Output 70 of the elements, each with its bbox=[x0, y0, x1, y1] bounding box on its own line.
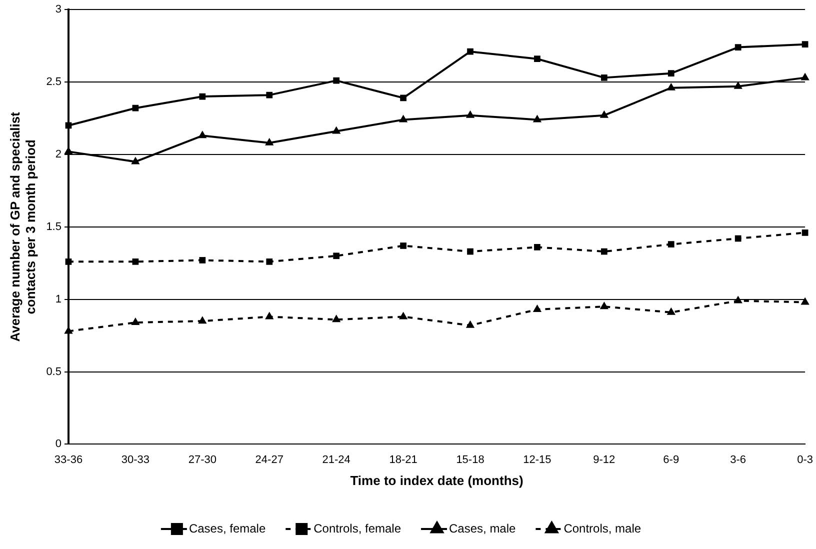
x-tick-label: 3-6 bbox=[730, 454, 746, 466]
point bbox=[734, 44, 742, 50]
point bbox=[199, 257, 206, 264]
x-tick-label: 6-9 bbox=[663, 454, 680, 466]
point bbox=[132, 258, 139, 265]
legend-label: Cases, female bbox=[188, 521, 266, 536]
point bbox=[734, 81, 742, 89]
y-tick-label: 1.5 bbox=[46, 220, 62, 233]
point bbox=[400, 94, 406, 102]
point bbox=[333, 252, 340, 260]
y-tick-label: 0.5 bbox=[46, 366, 62, 378]
point bbox=[132, 104, 139, 112]
point bbox=[532, 114, 542, 122]
point bbox=[600, 110, 608, 118]
y-axis-title: Average number of GP and specialist contacts per 3 month period bbox=[7, 111, 38, 342]
point bbox=[65, 258, 72, 265]
x-tick-label: 33-36 bbox=[54, 454, 83, 466]
point bbox=[266, 258, 273, 265]
legend-label: Controls, male bbox=[564, 521, 642, 536]
point bbox=[532, 304, 542, 312]
point bbox=[398, 312, 408, 320]
x-tick-label: 15-18 bbox=[456, 454, 484, 466]
point bbox=[266, 92, 273, 98]
point bbox=[600, 302, 608, 310]
x-axis-title: Time to index date (months) bbox=[350, 472, 524, 488]
y-tick-label: 1 bbox=[55, 293, 62, 306]
point bbox=[333, 77, 340, 84]
x-tick-label: 21-24 bbox=[322, 454, 350, 466]
point bbox=[466, 110, 475, 118]
point bbox=[600, 248, 608, 255]
point bbox=[199, 93, 206, 100]
x-tick-label: 0-3 bbox=[797, 454, 814, 466]
point bbox=[666, 82, 676, 90]
point bbox=[802, 230, 808, 236]
x-tick-label: 27-30 bbox=[188, 454, 216, 466]
point bbox=[668, 70, 674, 77]
point bbox=[265, 138, 274, 146]
point bbox=[802, 41, 808, 48]
point bbox=[467, 248, 474, 255]
point bbox=[198, 316, 207, 324]
point bbox=[265, 312, 274, 320]
point bbox=[131, 318, 140, 326]
point bbox=[466, 320, 475, 328]
point bbox=[666, 307, 676, 315]
y-tick-label: 2 bbox=[55, 148, 62, 160]
point bbox=[600, 74, 608, 81]
y-tick-label: 2.5 bbox=[46, 76, 62, 88]
point bbox=[332, 314, 341, 322]
point bbox=[800, 297, 810, 305]
point bbox=[198, 130, 207, 138]
point bbox=[668, 241, 674, 248]
point bbox=[131, 156, 140, 164]
point bbox=[398, 114, 408, 122]
point bbox=[534, 56, 540, 62]
point bbox=[800, 72, 810, 80]
legend-label: Controls, female bbox=[314, 521, 402, 536]
x-tick-label: 18-21 bbox=[389, 454, 418, 466]
x-tick-label: 30-33 bbox=[121, 454, 150, 466]
x-tick-label: 24-27 bbox=[255, 454, 284, 466]
point bbox=[534, 244, 540, 250]
point bbox=[734, 235, 742, 242]
point bbox=[734, 296, 742, 304]
x-tick-label: 9-12 bbox=[593, 454, 616, 466]
legend-label: Cases, male bbox=[449, 521, 516, 536]
point bbox=[400, 242, 406, 249]
point bbox=[332, 126, 341, 134]
x-tick-label: 12-15 bbox=[523, 454, 552, 466]
point bbox=[467, 48, 474, 55]
y-tick-label: 0 bbox=[55, 438, 62, 450]
y-tick-label: 3 bbox=[55, 4, 62, 16]
